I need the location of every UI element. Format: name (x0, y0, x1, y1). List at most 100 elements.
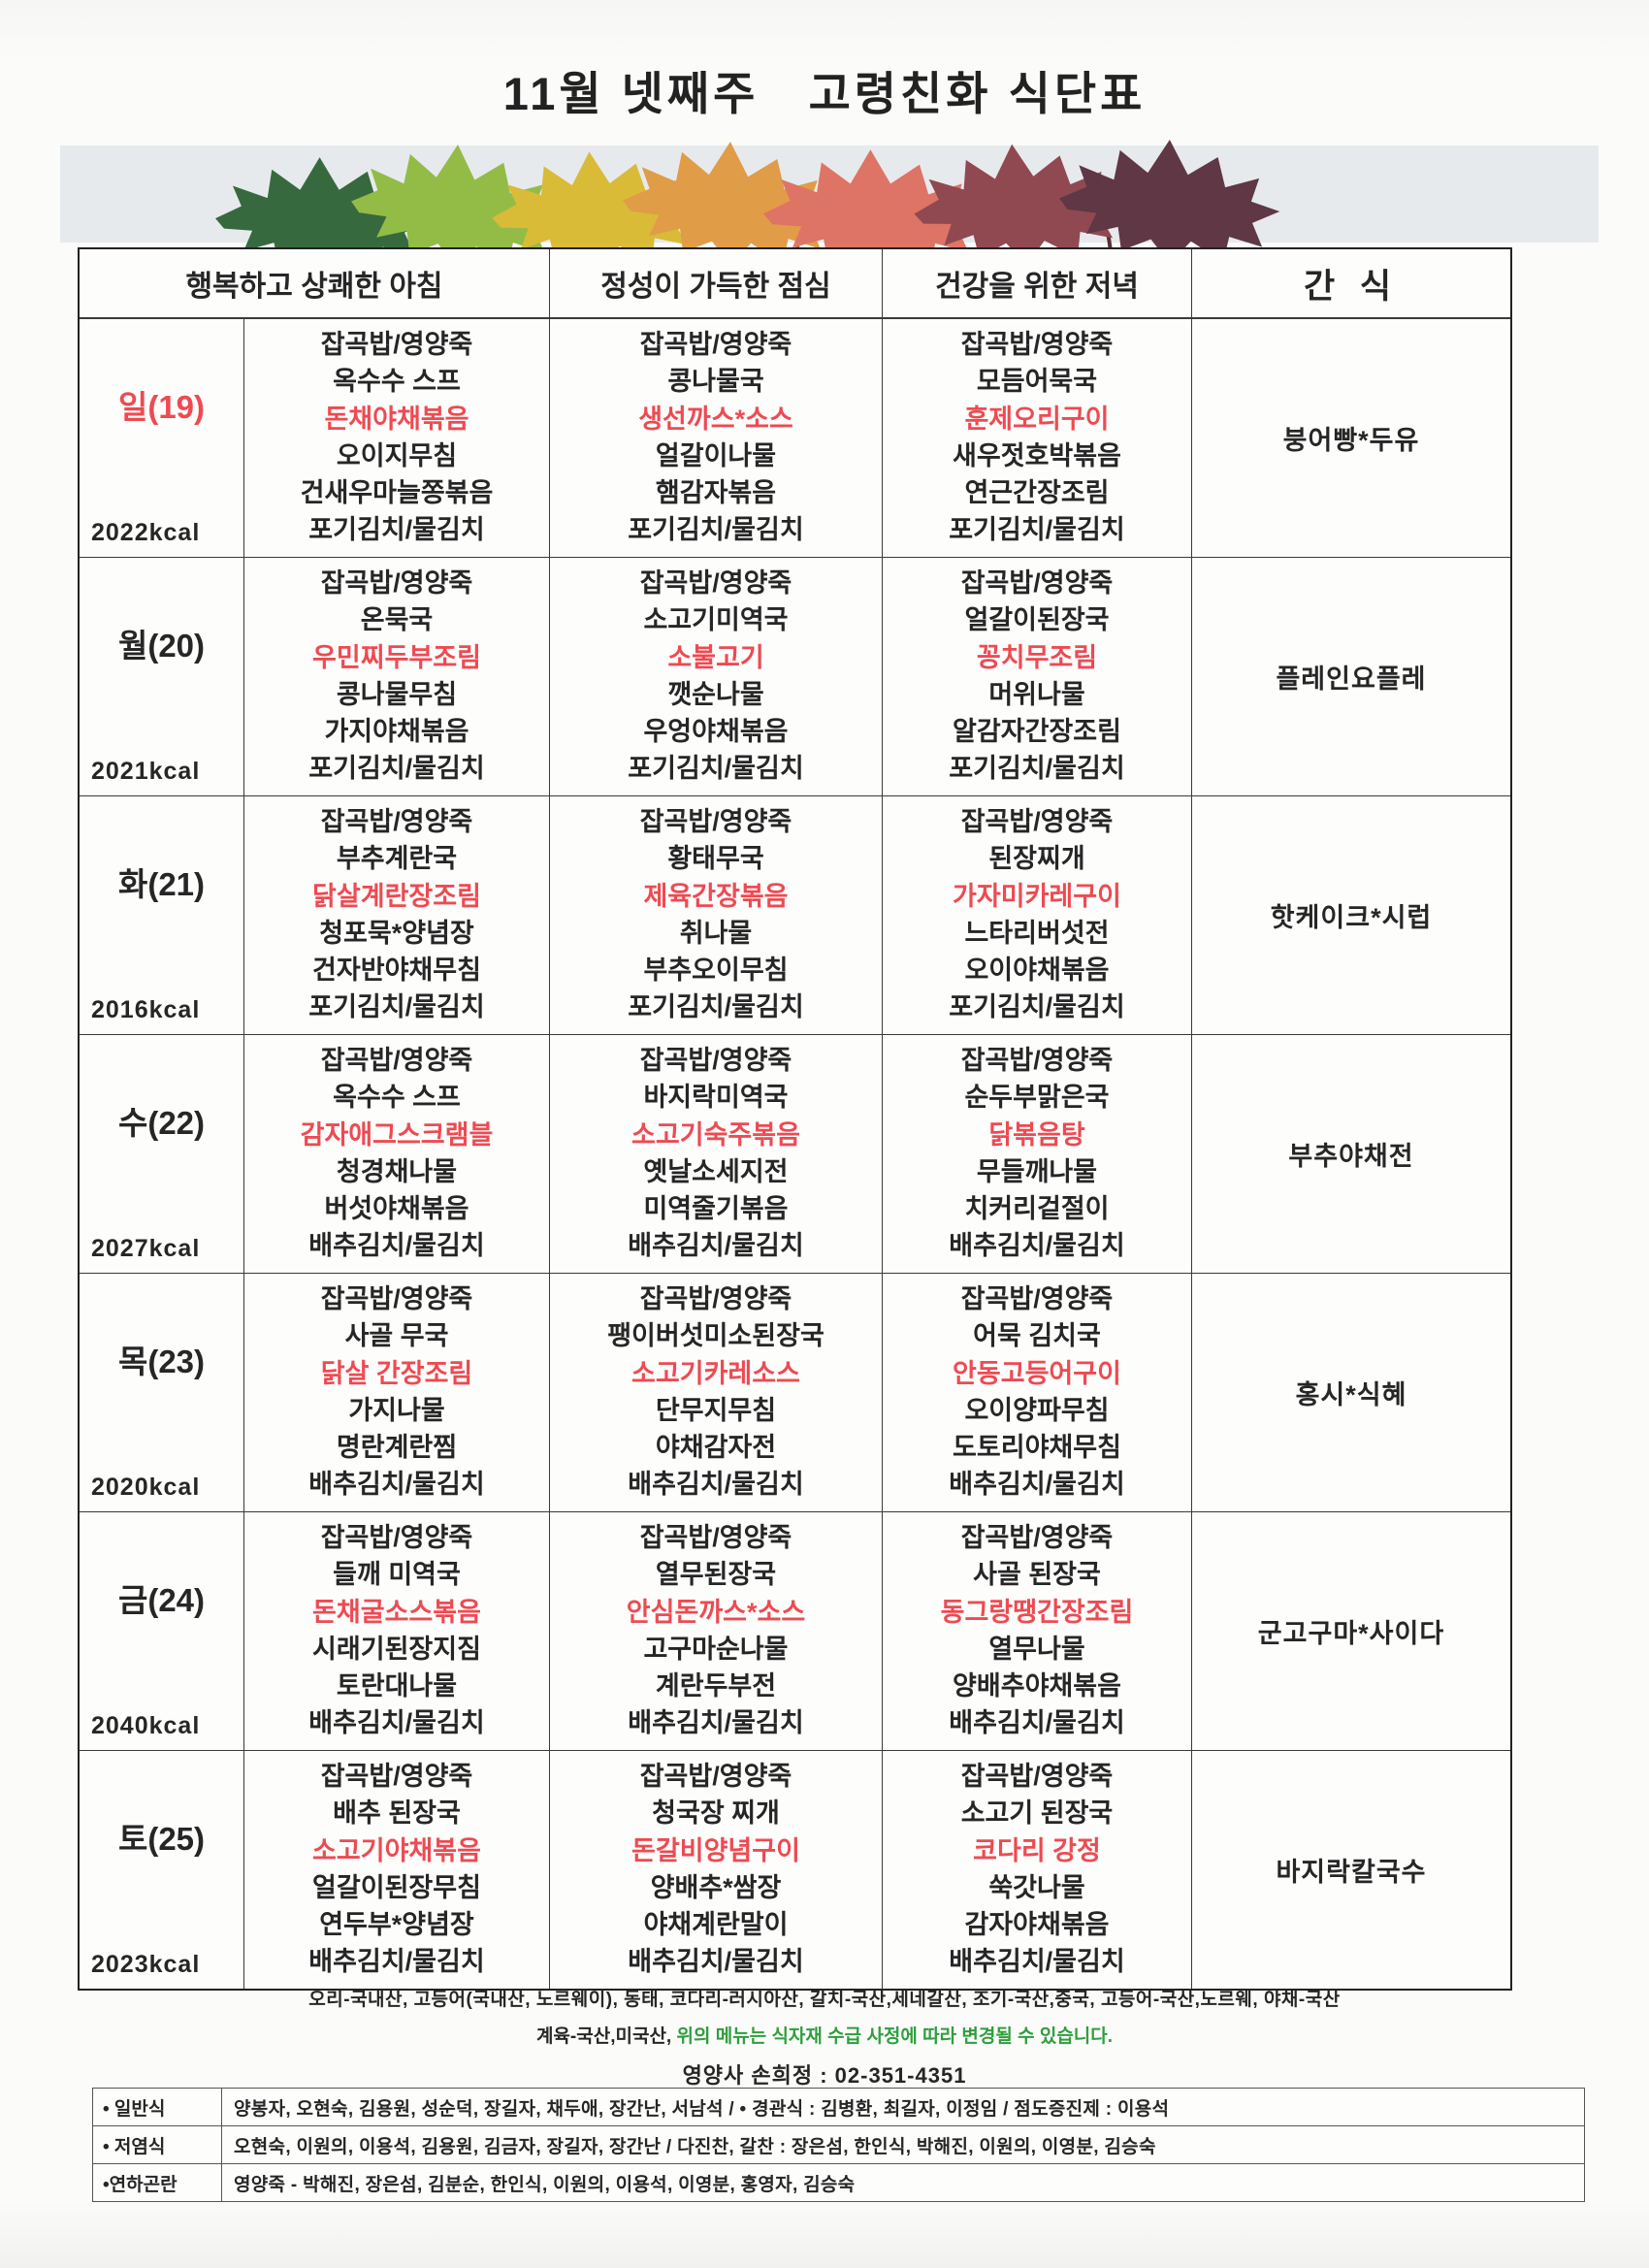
menu-item: 된장찌개 (988, 844, 1085, 874)
snack-cell: 플레인요플레 (1192, 558, 1510, 795)
menu-item: 포기김치/물김치 (949, 992, 1125, 1022)
snack-cell: 붕어빵*두유 (1192, 319, 1510, 557)
dinner-cell: 잡곡밥/영양죽 사골 된장국 동그랑땡간장조림 열무나물 양배추야채볶음 배추김치/물김치 (883, 1512, 1192, 1750)
snack-cell: 부추야채전 (1192, 1035, 1510, 1273)
day-label: 금(24) (117, 1582, 206, 1619)
origin-note-line1: 오리-국내산, 고등어(국내산, 노르웨이), 동태, 코다리-러시아산, 갈치… (308, 1990, 1341, 2010)
menu-item: 시래기된장지짐 (312, 1634, 481, 1664)
dinner-cell: 잡곡밥/영양죽 소고기 된장국 코다리 강정 쑥갓나물 감자야채볶음 배추김치/물김치 (883, 1751, 1192, 1989)
menu-item: 열무나물 (988, 1634, 1085, 1664)
kcal-value: 2023kcal (91, 1951, 201, 1978)
menu-item: 배추김치/물김치 (308, 1231, 485, 1261)
menu-item: 배추김치/물김치 (949, 1470, 1125, 1500)
table-row: 일(19) 2022kcal 잡곡밥/영양죽 옥수수 스프 돈채야채볶음 오이지무침 건… (80, 319, 1510, 558)
menu-item-main-dish: 소불고기 (667, 642, 764, 672)
lunch-cell: 잡곡밥/영양죽 소고기미역국 소불고기 깻순나물 우엉야채볶음 포기김치/물김치 (550, 558, 883, 795)
menu-item: 알감자간장조림 (953, 716, 1121, 746)
menu-item: 계란두부전 (655, 1670, 777, 1701)
menu-item: 잡곡밥/영양죽 (320, 1762, 473, 1792)
menu-item: 건새우마늘쫑볶음 (300, 477, 494, 507)
menu-item: 배추김치/물김치 (949, 1708, 1125, 1738)
header-dinner: 건강을 위한 저녁 (883, 249, 1192, 317)
menu-item-main-dish: 소고기야채볶음 (312, 1835, 481, 1865)
menu-item: 양배추*쌈장 (650, 1872, 782, 1902)
menu-item: 청포묵*양념장 (319, 918, 474, 948)
day-cell: 월(20) 2021kcal (80, 558, 244, 795)
menu-item-main-dish: 우민찌두부조림 (312, 642, 481, 672)
menu-item: 팽이버섯미소된장국 (607, 1321, 824, 1351)
kcal-value: 2016kcal (91, 996, 201, 1023)
menu-item: 배추김치/물김치 (628, 1231, 804, 1261)
menu-item: 잡곡밥/영양죽 (320, 1284, 473, 1314)
menu-item-main-dish: 소고기카레소스 (631, 1358, 800, 1388)
menu-item: 배추김치/물김치 (628, 1470, 804, 1500)
day-cell: 일(19) 2022kcal (80, 319, 244, 557)
menu-item-main-dish: 가자미카레구이 (953, 881, 1121, 911)
menu-item: 잡곡밥/영양죽 (320, 807, 473, 837)
menu-item-main-dish: 제육간장볶음 (643, 881, 789, 911)
menu-item: 들깨 미역국 (333, 1560, 461, 1590)
menu-item: 소고기 된장국 (960, 1798, 1114, 1829)
menu-table-header: 행복하고 상쾌한 아침 정성이 가득한 점심 건강을 위한 저녁 간 식 (80, 249, 1510, 319)
menu-item: 청경채나물 (336, 1156, 458, 1186)
day-cell: 금(24) 2040kcal (80, 1512, 244, 1750)
menu-item: 잡곡밥/영양죽 (320, 1046, 473, 1076)
day-cell: 수(22) 2027kcal (80, 1035, 244, 1273)
menu-item: 우엉야채볶음 (643, 716, 789, 746)
menu-item: 포기김치/물김치 (949, 515, 1125, 545)
menu-item: 열무된장국 (655, 1560, 777, 1590)
menu-item: 어묵 김치국 (973, 1321, 1101, 1351)
diet-classification-table: • 일반식 양봉자, 오현숙, 김용원, 성순덕, 장길자, 채두애, 장간난, … (92, 2088, 1585, 2202)
menu-item: 온묵국 (360, 605, 434, 635)
menu-item: 잡곡밥/영양죽 (639, 1046, 792, 1076)
menu-item: 버섯야채볶음 (324, 1193, 469, 1223)
breakfast-cell: 잡곡밥/영양죽 부추계란국 닭살계란장조림 청포묵*양념장 건자반야채무침 포기김치/물김… (244, 796, 550, 1034)
table-row: 토(25) 2023kcal 잡곡밥/영양죽 배추 된장국 소고기야채볶음 얼갈이된장… (80, 1751, 1510, 1989)
menu-item-main-dish: 꽁치무조림 (976, 642, 1098, 672)
menu-item: 배추 된장국 (333, 1798, 461, 1829)
menu-item: 포기김치/물김치 (308, 515, 485, 545)
menu-item: 배추김치/물김치 (308, 1708, 485, 1738)
menu-item-main-dish: 닭살계란장조림 (312, 881, 481, 911)
breakfast-cell: 잡곡밥/영양죽 사골 무국 닭살 간장조림 가지나물 명란계란찜 배추김치/물김치 (244, 1274, 550, 1511)
table-row: 월(20) 2021kcal 잡곡밥/영양죽 온묵국 우민찌두부조림 콩나물무침 가지야… (80, 558, 1510, 796)
menu-item: 잡곡밥/영양죽 (960, 568, 1114, 599)
snack-cell: 군고구마*사이다 (1192, 1512, 1510, 1750)
menu-item: 명란계란찜 (336, 1432, 458, 1462)
menu-item: 머위나물 (988, 679, 1085, 709)
origin-note-black: 계육-국산,미국산, (535, 2026, 677, 2047)
diet-names-list: 영양죽 - 박해진, 장은섬, 김분순, 한인식, 이원의, 이용석, 이영분,… (234, 2174, 856, 2195)
menu-item: 치커리겉절이 (964, 1193, 1110, 1223)
menu-item: 포기김치/물김치 (628, 515, 804, 545)
menu-item: 옥수수 스프 (333, 367, 461, 397)
menu-item: 무들깨나물 (976, 1156, 1098, 1186)
menu-item: 고구마순나물 (643, 1634, 789, 1664)
menu-item: 사골 된장국 (973, 1560, 1101, 1590)
menu-item: 잡곡밥/영양죽 (960, 1523, 1114, 1553)
page-title: 11월 넷째주 고령친화 식단표 (502, 68, 1147, 119)
menu-item: 잡곡밥/영양죽 (639, 1284, 792, 1314)
day-cell: 토(25) 2023kcal (80, 1751, 244, 1989)
menu-item-main-dish: 닭살 간장조림 (320, 1358, 473, 1388)
menu-item: 청국장 찌개 (652, 1798, 780, 1829)
day-label: 월(20) (117, 628, 206, 664)
menu-item: 잡곡밥/영양죽 (639, 1762, 792, 1792)
menu-item: 오이양파무침 (964, 1395, 1110, 1425)
lunch-cell: 잡곡밥/영양죽 바지락미역국 소고기숙주볶음 옛날소세지전 미역줄기볶음 배추김치/물김치 (550, 1035, 883, 1273)
menu-item: 배추김치/물김치 (949, 1231, 1125, 1261)
snack-item: 바지락칼국수 (1276, 1858, 1427, 1887)
day-label: 화(21) (117, 866, 206, 903)
menu-item-main-dish: 코다리 강정 (973, 1835, 1101, 1865)
breakfast-cell: 잡곡밥/영양죽 옥수수 스프 돈채야채볶음 오이지무침 건새우마늘쫑볶음 포기김치/물김치 (244, 319, 550, 557)
menu-item: 포기김치/물김치 (308, 992, 485, 1022)
breakfast-cell: 잡곡밥/영양죽 들깨 미역국 돈채굴소스볶음 시래기된장지짐 토란대나물 배추김치/물김치 (244, 1512, 550, 1750)
diet-type-label: • 일반식 (93, 2089, 222, 2125)
kcal-value: 2022kcal (91, 519, 201, 546)
menu-item: 미역줄기볶음 (643, 1193, 789, 1223)
lunch-cell: 잡곡밥/영양죽 열무된장국 안심돈까스*소스 고구마순나물 계란두부전 배추김치/물김치 (550, 1512, 883, 1750)
menu-table-body: 일(19) 2022kcal 잡곡밥/영양죽 옥수수 스프 돈채야채볶음 오이지무침 건… (80, 319, 1510, 1989)
lunch-cell: 잡곡밥/영양죽 콩나물국 생선까스*소스 얼갈이나물 햄감자볶음 포기김치/물김치 (550, 319, 883, 557)
menu-item: 야채계란말이 (643, 1909, 789, 1939)
menu-item: 쑥갓나물 (988, 1872, 1085, 1902)
